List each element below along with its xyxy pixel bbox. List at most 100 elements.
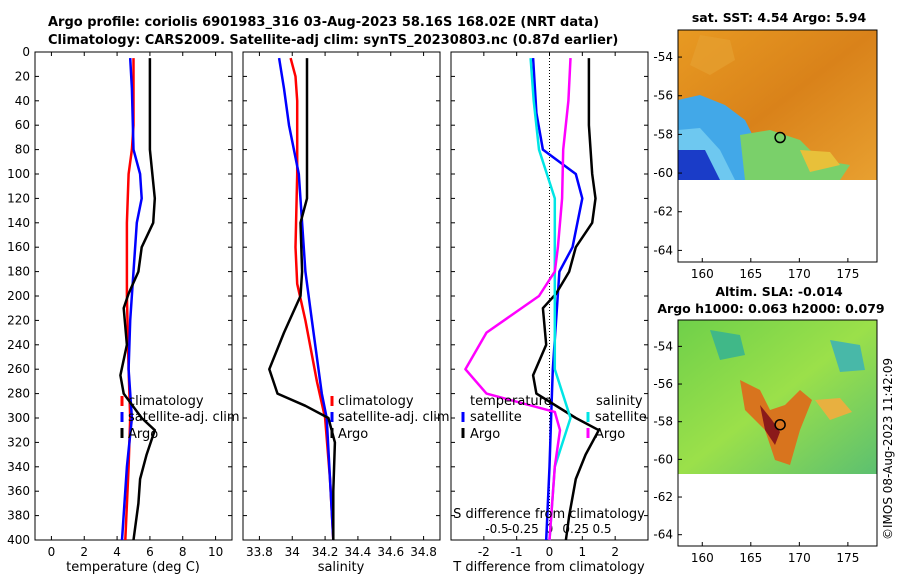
legend-label-temp-satellite: satellite xyxy=(470,410,522,425)
lat-tick-label: -58 xyxy=(653,415,673,429)
x-tick-label: 6 xyxy=(146,545,154,559)
depth-tick-label: 20 xyxy=(15,69,30,83)
lat-tick-label: -64 xyxy=(653,528,673,542)
imos-watermark: ©IMOS 08-Aug-2023 11:42:09 xyxy=(881,358,895,540)
depth-axis: 0 20 40 60 80 100 120 140 160 180 200 220 240 260 280 3… xyxy=(7,45,232,547)
lon-tick-label: 170 xyxy=(788,267,811,281)
temperature-legend: climatology satellite-adj. clim Argo xyxy=(120,394,240,442)
x-tick-label: 2 xyxy=(80,545,88,559)
depth-tick-label: 280 xyxy=(7,387,30,401)
depth-tick-label: 80 xyxy=(15,143,30,157)
sla-warm-patch xyxy=(815,398,852,420)
sla-map-title-1: Altim. SLA: -0.014 xyxy=(715,284,843,299)
figure-title-line1: Argo profile: coriolis 6901983_316 03-Au… xyxy=(48,15,600,30)
salinity-panel: 33.8 34 34.2 34.4 34.6 34.8 salinity climatol… xyxy=(242,51,450,575)
depth-tick-label: 360 xyxy=(7,484,30,498)
x-tick-label: -2 xyxy=(478,545,490,559)
legend-label-satellite: satellite-adj. clim xyxy=(128,410,240,425)
lat-tick-label: -64 xyxy=(653,243,673,257)
sla-low-region-2 xyxy=(830,340,865,372)
series-line-salinity-argo xyxy=(464,58,572,541)
difference-depth-ticks xyxy=(451,51,648,541)
lon-tick-label: 160 xyxy=(691,551,714,565)
lon-tick-label: 160 xyxy=(691,267,714,281)
x-tick-label: 2 xyxy=(611,545,619,559)
temperature-series xyxy=(119,58,157,541)
depth-tick-label: 40 xyxy=(15,94,30,108)
sst-map-title: sat. SST: 4.54 Argo: 5.94 xyxy=(692,10,867,25)
series-line-climatology xyxy=(289,57,335,541)
legend-label-climatology: climatology xyxy=(128,394,204,409)
legend-label-satellite: satellite-adj. clim xyxy=(338,410,450,425)
depth-tick-label: 300 xyxy=(7,411,30,425)
x-tick-label: 0 xyxy=(48,545,56,559)
lat-tick-label: -56 xyxy=(653,377,673,391)
temperature-xlabel: temperature (deg C) xyxy=(66,560,200,575)
lat-tick-label: -54 xyxy=(653,339,673,353)
x-tick-label: 34.2 xyxy=(312,545,339,559)
lat-tick-label: -60 xyxy=(653,452,673,466)
sla-low-region xyxy=(710,330,745,360)
lon-tick-label: 165 xyxy=(739,551,762,565)
depth-tick-label: 200 xyxy=(7,289,30,303)
x-tick-label: -1 xyxy=(511,545,523,559)
sla-map-lon-axis: 160 165 170 175 xyxy=(691,542,859,565)
x-tick-label: 33.8 xyxy=(246,545,273,559)
sla-map-nodata xyxy=(678,476,877,546)
sst-map-lon-axis: 160 165 170 175 xyxy=(691,258,859,281)
sst-warm-patch xyxy=(800,150,840,172)
depth-tick-label: 100 xyxy=(7,167,30,181)
x-tick-label: 0 xyxy=(546,545,554,559)
depth-tick-label: 0 xyxy=(22,45,30,59)
lat-tick-label: -56 xyxy=(653,89,673,103)
depth-tick-label: 180 xyxy=(7,265,30,279)
difference-xlabel: T difference from climatology xyxy=(452,560,645,575)
salinity-difference-scale: -0.5 -0.25 0 0.25 0.5 xyxy=(485,522,611,536)
sla-map-frame xyxy=(677,319,878,547)
legend-label-temp-argo: Argo xyxy=(470,427,500,442)
difference-series xyxy=(464,58,601,541)
legend-label-sal-satellite: satellite xyxy=(595,410,647,425)
x-tick-label: 1 xyxy=(579,545,587,559)
lat-tick-label: -62 xyxy=(653,205,673,219)
series-line-temperature-satellite xyxy=(531,58,584,541)
sla-map-lat-axis: -54 -56 -58 -60 -62 -64 xyxy=(653,339,682,542)
salinity-legend: climatology satellite-adj. clim Argo xyxy=(330,394,450,442)
x-tick-label: 10 xyxy=(208,545,223,559)
salinity-xlabel: salinity xyxy=(318,560,365,575)
sla-map: Altim. SLA: -0.014 Argo h1000: 0.063 h20… xyxy=(653,284,884,565)
sst-map-frame xyxy=(677,29,878,263)
sst-coldest-region xyxy=(678,150,720,180)
series-line-satellite-adj-clim xyxy=(277,57,335,541)
series-line-satellite-adj-clim xyxy=(120,58,143,541)
salinity-series xyxy=(268,57,337,541)
depth-tick-label: 120 xyxy=(7,191,30,205)
legend-title-temperature: temperature xyxy=(470,394,552,409)
depth-tick-label: 160 xyxy=(7,240,30,254)
figure-title-line2: Climatology: CARS2009. Satellite-adj cli… xyxy=(48,33,619,48)
depth-tick-label: 260 xyxy=(7,362,30,376)
lon-tick-label: 170 xyxy=(788,551,811,565)
lat-tick-label: -54 xyxy=(653,50,673,64)
sla-map-title-2: Argo h1000: 0.063 h2000: 0.079 xyxy=(657,301,884,316)
argo-location-marker xyxy=(774,131,786,144)
x-tick-label: 8 xyxy=(179,545,187,559)
salinity-diff-tick-label: 0.5 xyxy=(592,522,611,536)
legend-label-argo: Argo xyxy=(338,427,368,442)
salinity-depth-ticks xyxy=(243,51,440,541)
argo-location-marker xyxy=(774,418,786,431)
salinity-difference-label: S difference from climatology xyxy=(453,507,645,522)
lat-tick-label: -60 xyxy=(653,166,673,180)
series-line-argo xyxy=(119,58,157,541)
sst-warm-patch-2 xyxy=(690,35,735,75)
difference-panel: -2 -1 0 1 2 -0.5 -0.25 0 0.25 0.5 T difference f… xyxy=(450,51,649,575)
sla-peak-region xyxy=(760,405,780,445)
lon-tick-label: 175 xyxy=(836,551,859,565)
salinity-diff-tick-label: -0.25 xyxy=(508,522,539,536)
legend-label-climatology: climatology xyxy=(338,394,414,409)
series-line-temperature-argo xyxy=(531,58,601,541)
legend-label-sal-argo: Argo xyxy=(595,427,625,442)
depth-tick-label: 340 xyxy=(7,460,30,474)
difference-legend: temperature salinity satellite Argo sate… xyxy=(461,394,647,442)
